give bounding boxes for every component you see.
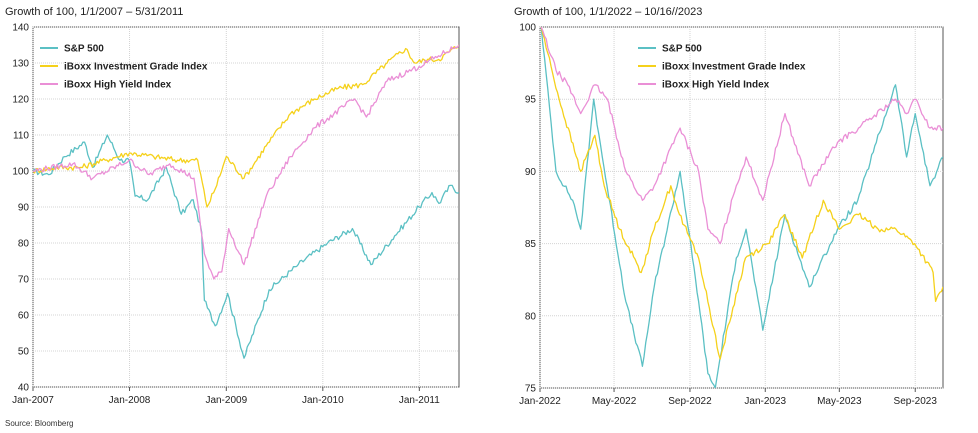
legend-label: S&P 500 <box>64 44 104 55</box>
x-tick-label: Jan-2023 <box>744 396 786 407</box>
left-chart-title: Growth of 100, 1/1/2007 – 5/31/2011 <box>5 6 184 18</box>
source-note: Source: Bloomberg <box>5 419 74 428</box>
series-line <box>33 44 459 208</box>
y-tick-label: 80 <box>18 239 30 250</box>
y-tick-label: 80 <box>525 311 537 322</box>
left-chart: 40 50 60 70 80 90 100 110 120 130 140 Jan-2007 Jan-2… <box>12 23 460 406</box>
right-chart-panel: Growth of 100, 1/1/2022 – 10/16//2023 75… <box>480 0 978 420</box>
y-tick-label: 100 <box>12 167 29 178</box>
y-tick-label: 140 <box>12 23 29 34</box>
x-tick-label: Jan-2008 <box>109 395 151 406</box>
x-tick-label: Sep-2023 <box>894 396 938 407</box>
y-tick-label: 95 <box>525 95 537 106</box>
y-tick-label: 90 <box>18 203 30 214</box>
series-line <box>540 27 943 388</box>
legend-label: iBoxx High Yield Index <box>662 80 770 91</box>
x-tick-label: Sep-2022 <box>668 396 712 407</box>
y-tick-label: 85 <box>525 239 537 250</box>
right-chart-title: Growth of 100, 1/1/2022 – 10/16//2023 <box>514 6 703 18</box>
x-tick-label: Jan-2009 <box>205 395 247 406</box>
legend-label: iBoxx High Yield Index <box>64 80 172 91</box>
series-line <box>33 44 459 280</box>
y-tick-label: 120 <box>12 95 29 106</box>
legend-label: iBoxx Investment Grade Index <box>662 62 806 73</box>
series-line <box>540 27 943 245</box>
right-chart: 75 80 85 90 95 100 Jan-2022 May-2022 Sep-2022 Jan… <box>519 23 944 407</box>
left-chart-panel: Growth of 100, 1/1/2007 – 5/31/2011 40 50… <box>0 0 480 420</box>
y-tick-label: 60 <box>18 311 30 322</box>
y-tick-label: 50 <box>18 347 30 358</box>
y-tick-label: 90 <box>525 167 537 178</box>
x-tick-label: Jan-2011 <box>399 395 440 406</box>
y-tick-label: 40 <box>18 383 30 394</box>
x-tick-label: Jan-2010 <box>302 395 344 406</box>
y-tick-label: 100 <box>519 23 536 34</box>
legend-label: S&P 500 <box>662 44 702 55</box>
y-tick-label: 110 <box>13 131 29 142</box>
series-line <box>540 27 943 360</box>
x-tick-label: Jan-2022 <box>519 396 561 407</box>
x-tick-label: Jan-2007 <box>12 395 54 406</box>
series-line <box>33 134 459 359</box>
y-tick-label: 75 <box>525 384 537 395</box>
x-tick-label: May-2022 <box>592 396 637 407</box>
x-tick-label: May-2023 <box>817 396 862 407</box>
legend-label: iBoxx Investment Grade Index <box>64 62 208 73</box>
y-tick-label: 70 <box>18 275 30 286</box>
y-tick-label: 130 <box>12 59 29 70</box>
